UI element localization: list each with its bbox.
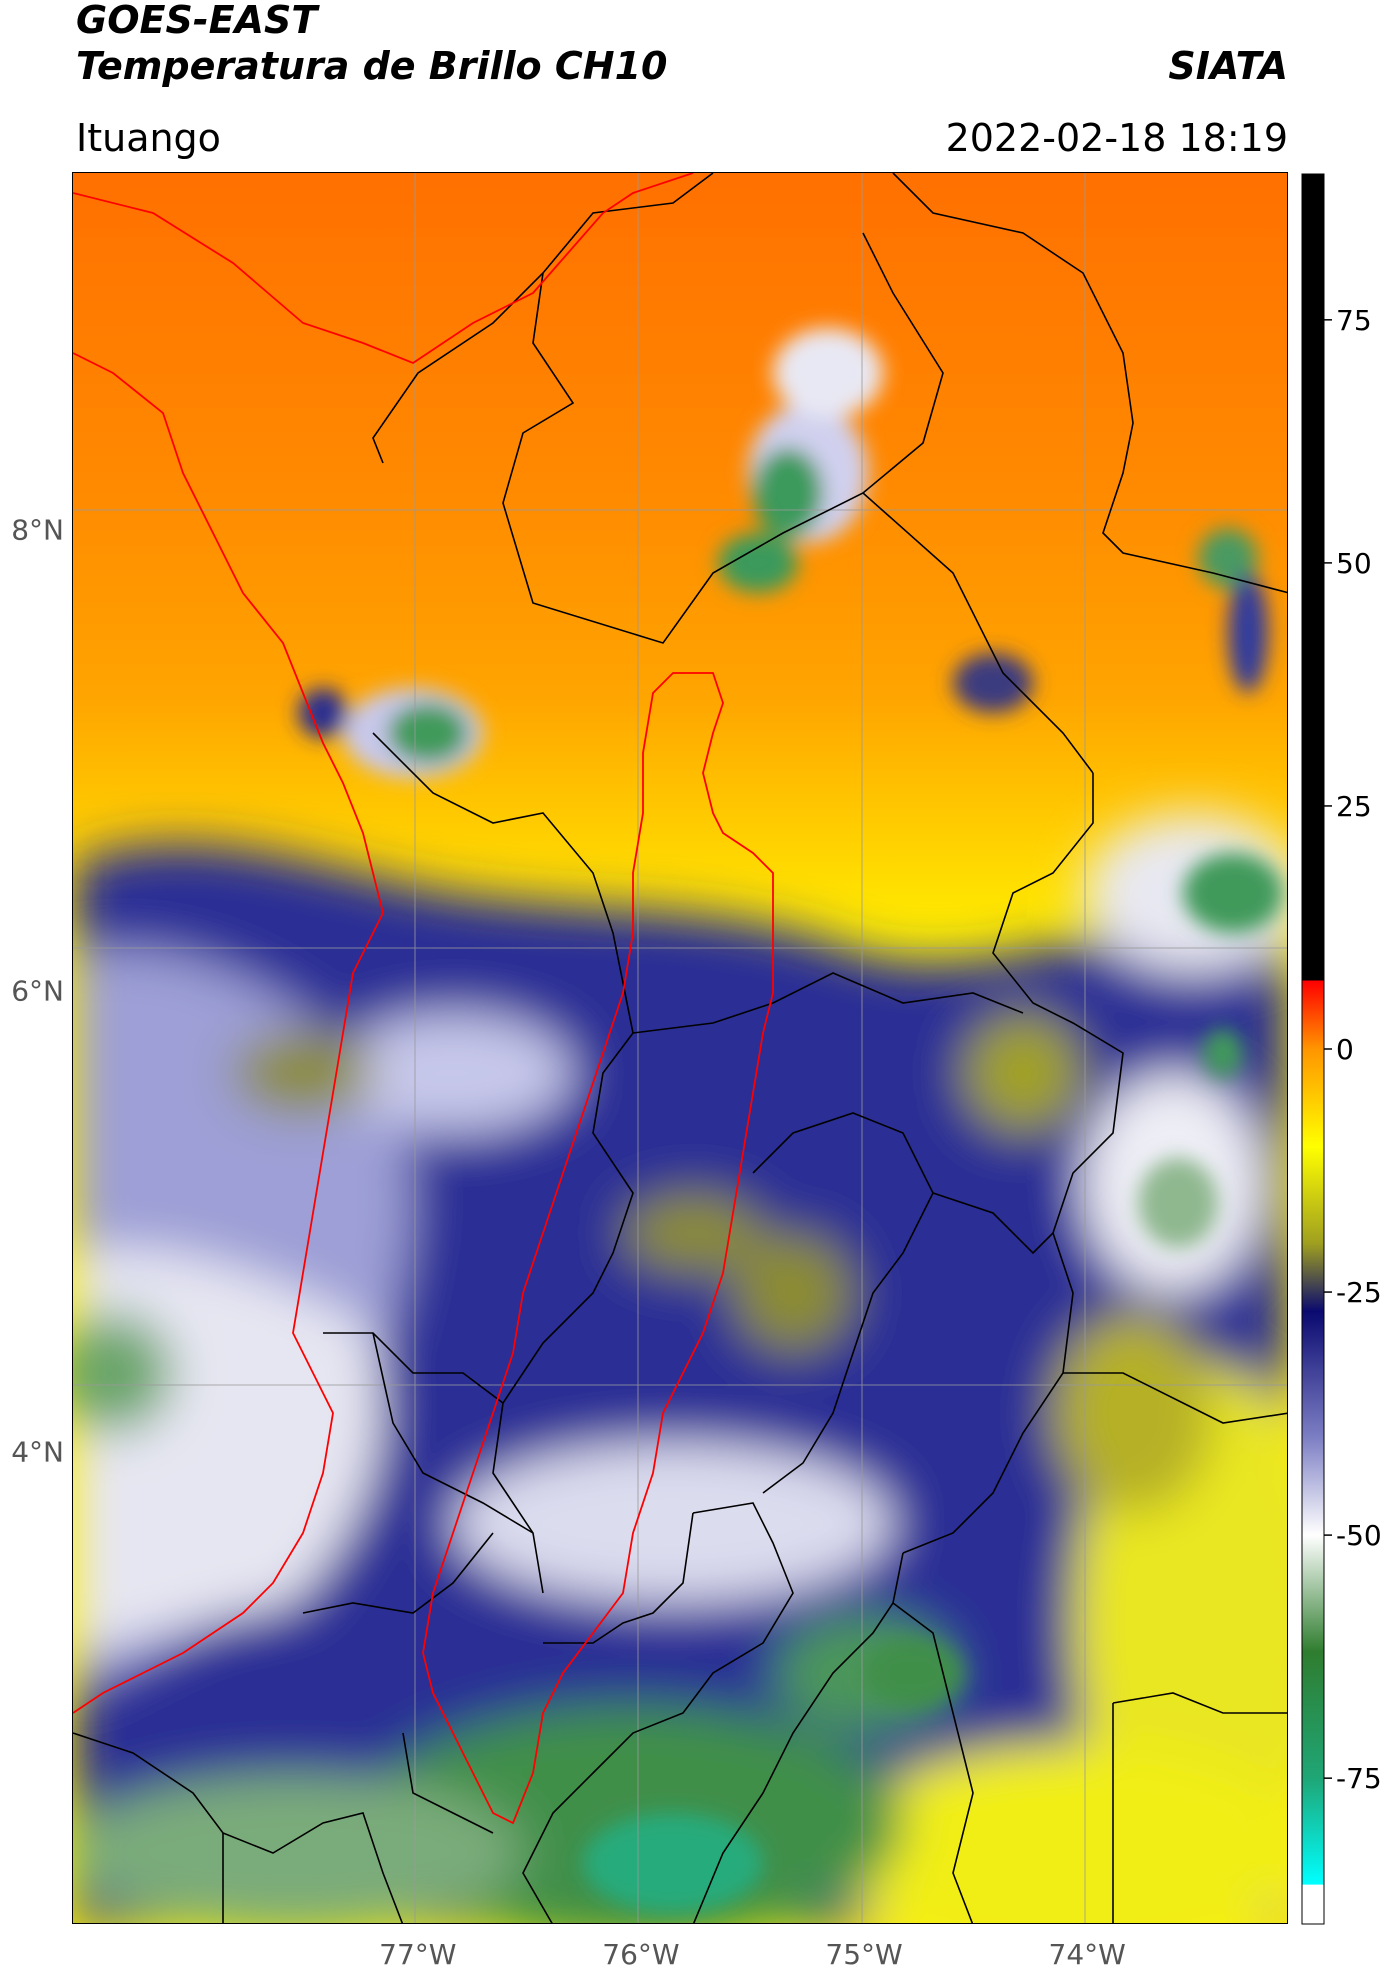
longitude-tick-label: 77°W bbox=[379, 1938, 456, 1971]
region-label: Ituango bbox=[76, 116, 221, 160]
longitude-tick-label: 76°W bbox=[602, 1938, 679, 1971]
colorbar-tick-label: -75 bbox=[1336, 1762, 1382, 1795]
datetime-label: 2022-02-18 18:19 bbox=[945, 116, 1288, 160]
longitude-tick-label: 74°W bbox=[1049, 1938, 1126, 1971]
organization-label: SIATA bbox=[1168, 44, 1288, 88]
title-line1: GOES-EAST bbox=[76, 0, 318, 42]
red-boundaries bbox=[73, 173, 774, 1825]
latitude-tick-label: 8°N bbox=[11, 513, 64, 546]
colorbar-tick-label: -25 bbox=[1336, 1276, 1382, 1309]
longitude-tick-label: 75°W bbox=[825, 1938, 902, 1971]
title-line2: Temperatura de Brillo CH10 bbox=[76, 44, 668, 88]
latitude-tick-label: 4°N bbox=[11, 1435, 64, 1468]
cloud-field bbox=[73, 813, 1287, 1923]
grid-lines bbox=[73, 173, 1287, 1923]
colorbar-bar bbox=[1301, 173, 1325, 1925]
colorbar-tick-label: 50 bbox=[1336, 547, 1372, 580]
latitude-tick-label: 6°N bbox=[11, 974, 64, 1007]
colorbar-tick-label: -50 bbox=[1336, 1519, 1382, 1552]
colorbar-tick-label: 75 bbox=[1336, 304, 1372, 337]
convective-cells bbox=[298, 328, 1283, 1913]
map-panel[interactable] bbox=[72, 172, 1288, 1924]
temperature-map[interactable] bbox=[73, 173, 1288, 1924]
admin-boundaries bbox=[73, 173, 1287, 1923]
colorbar-tick-label: 0 bbox=[1336, 1033, 1354, 1066]
colorbar-tick-label: 25 bbox=[1336, 790, 1372, 823]
